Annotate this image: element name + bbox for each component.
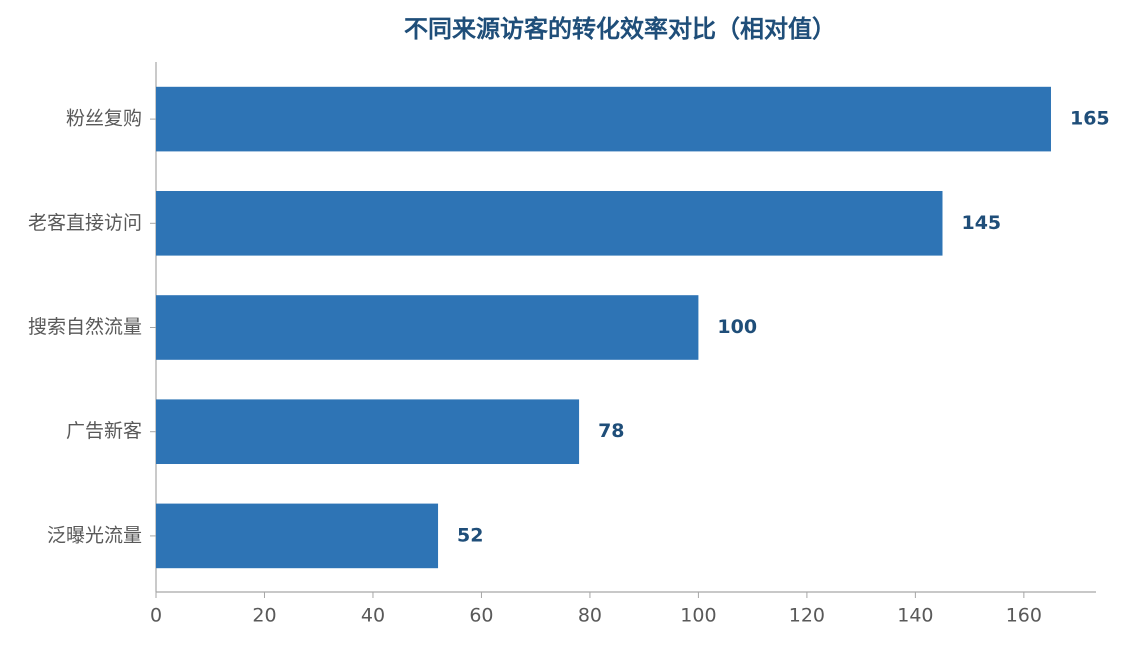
- bar: [156, 399, 580, 465]
- x-tick-label: 120: [789, 605, 825, 627]
- value-label: 145: [961, 212, 1001, 234]
- value-label: 100: [717, 316, 757, 338]
- value-label: 165: [1070, 108, 1110, 130]
- y-tick-label: 泛曝光流量: [47, 524, 142, 546]
- x-tick-label: 80: [578, 605, 602, 627]
- y-tick-label: 广告新客: [66, 420, 142, 442]
- x-tick-label: 20: [252, 605, 276, 627]
- y-tick-label: 老客直接访问: [28, 212, 142, 234]
- value-label: 52: [457, 524, 483, 546]
- x-tick-label: 140: [897, 605, 933, 627]
- x-tick-label: 0: [150, 605, 162, 627]
- x-tick-label: 160: [1006, 605, 1042, 627]
- value-label: 78: [598, 420, 624, 442]
- y-tick-label: 搜索自然流量: [28, 316, 142, 338]
- chart-title: 不同来源访客的转化效率对比（相对值）: [404, 15, 836, 43]
- x-tick-label: 40: [361, 605, 385, 627]
- bar: [156, 295, 699, 360]
- bar: [156, 503, 439, 569]
- bar: [156, 86, 1051, 152]
- y-tick-label: 粉丝复购: [66, 108, 142, 130]
- bar: [156, 190, 943, 256]
- x-tick-label: 60: [469, 605, 493, 627]
- x-tick-label: 100: [680, 605, 716, 627]
